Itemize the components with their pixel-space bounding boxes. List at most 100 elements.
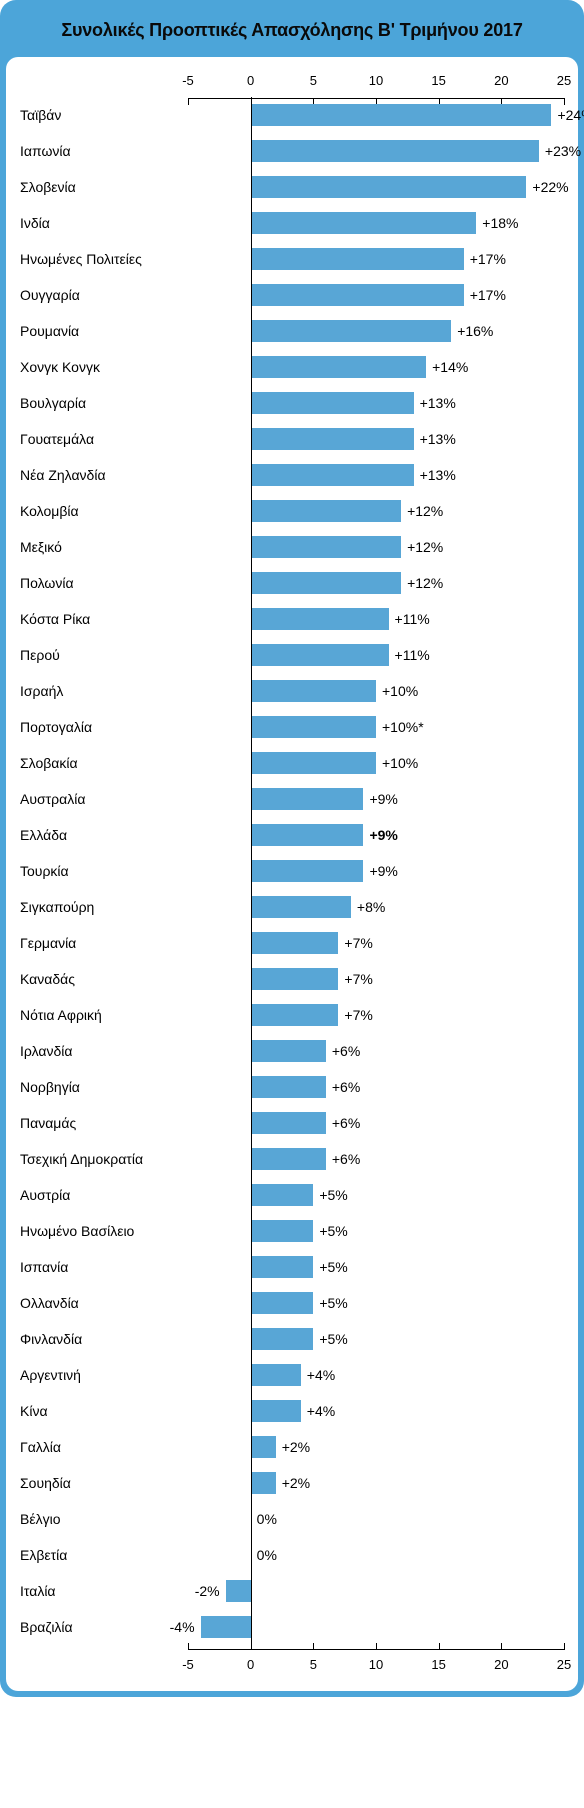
bar — [251, 1256, 314, 1278]
x-axis-top: -50510152025 — [20, 75, 564, 97]
bar — [251, 968, 339, 990]
axis-tick-label: 15 — [431, 1657, 445, 1672]
bar-row: Ιρλανδία+6% — [20, 1033, 564, 1069]
country-label: Αυστρία — [20, 1187, 188, 1203]
bar-row: Περού+11% — [20, 637, 564, 673]
bar-area: +18% — [188, 205, 564, 241]
country-label: Ινδία — [20, 215, 188, 231]
country-label: Ολλανδία — [20, 1295, 188, 1311]
bar-row: Φινλανδία+5% — [20, 1321, 564, 1357]
bar — [251, 572, 401, 594]
bar — [251, 536, 401, 558]
bar-area: +5% — [188, 1177, 564, 1213]
bar-row: Ισραήλ +10% — [20, 673, 564, 709]
chart-panel: -50510152025 Ταϊβάν+24%Ιαπωνία+23%Σλοβεν… — [6, 57, 578, 1691]
bar-row: Παναμάς+6% — [20, 1105, 564, 1141]
value-label: +9% — [369, 863, 397, 879]
country-label: Τουρκία — [20, 863, 188, 879]
bar — [251, 896, 351, 918]
value-label: +9% — [369, 827, 397, 843]
bar — [201, 1616, 251, 1638]
value-label: 0% — [257, 1547, 277, 1563]
bar-area: +9% — [188, 853, 564, 889]
tick-mark — [439, 1643, 440, 1650]
bar — [251, 1004, 339, 1026]
bar-area: +10% — [188, 745, 564, 781]
title-bar: Συνολικές Προοπτικές Απασχόλησης Β' Τριμ… — [6, 6, 578, 57]
bar-area: +13% — [188, 421, 564, 457]
bar-area: +6% — [188, 1033, 564, 1069]
bar-row: Ουγγαρία+17% — [20, 277, 564, 313]
bar-area: +24% — [188, 97, 564, 133]
bar-row: Καναδάς +7% — [20, 961, 564, 997]
bar — [251, 1328, 314, 1350]
bar — [251, 716, 376, 738]
country-label: Καναδάς — [20, 971, 188, 987]
bar-area: +11% — [188, 601, 564, 637]
bar — [251, 1148, 326, 1170]
bar — [251, 1076, 326, 1098]
bar-row: Αυστραλία+9% — [20, 781, 564, 817]
bar-area: +9% — [188, 817, 564, 853]
bar — [251, 212, 477, 234]
bar-row: Ιταλία-2% — [20, 1573, 564, 1609]
bar-row: Τουρκία +9% — [20, 853, 564, 889]
value-label: +14% — [432, 359, 468, 375]
value-label: 0% — [257, 1511, 277, 1527]
bar — [251, 104, 552, 126]
bar-row: Σλοβακία+10% — [20, 745, 564, 781]
bar-area: +7% — [188, 925, 564, 961]
bar-row: Γερμανία+7% — [20, 925, 564, 961]
bar-row: Ταϊβάν+24% — [20, 97, 564, 133]
bar — [251, 680, 376, 702]
country-label: Σλοβακία — [20, 755, 188, 771]
country-label: Βουλγαρία — [20, 395, 188, 411]
value-label: +5% — [319, 1187, 347, 1203]
bar — [251, 284, 464, 306]
axis-tick-label: -5 — [182, 73, 194, 88]
bar — [251, 1220, 314, 1242]
value-label: +4% — [307, 1403, 335, 1419]
value-label: +6% — [332, 1151, 360, 1167]
country-label: Γαλλία — [20, 1439, 188, 1455]
bar-row: Σλοβενία+22% — [20, 169, 564, 205]
country-label: Ρουμανία — [20, 323, 188, 339]
tick-mark — [564, 1643, 565, 1650]
value-label: +17% — [470, 251, 506, 267]
bar — [251, 1040, 326, 1062]
bar — [251, 1364, 301, 1386]
value-label: +12% — [407, 539, 443, 555]
country-label: Ελλάδα — [20, 827, 188, 843]
value-label: +11% — [395, 647, 430, 663]
bar-row: Γαλλία +2% — [20, 1429, 564, 1465]
bar-area: +11% — [188, 637, 564, 673]
x-axis-bottom-labels: -50510152025 — [188, 1651, 564, 1673]
bar-row: Βουλγαρία +13% — [20, 385, 564, 421]
bar-row: Κίνα+4% — [20, 1393, 564, 1429]
tick-mark — [376, 1643, 377, 1650]
axis-tick-label: 15 — [431, 73, 445, 88]
bar-row: Πολωνία+12% — [20, 565, 564, 601]
bar — [251, 356, 426, 378]
bar-area: +17% — [188, 241, 564, 277]
bar-row: Κολομβία+12% — [20, 493, 564, 529]
value-label: +10% — [382, 683, 418, 699]
bar — [251, 248, 464, 270]
bar-area: +7% — [188, 961, 564, 997]
country-label: Τσεχική Δημοκρατία — [20, 1151, 188, 1167]
bar-row: Αργεντινή+4% — [20, 1357, 564, 1393]
bar-area: +10% — [188, 673, 564, 709]
value-label: +13% — [420, 395, 456, 411]
bar — [251, 392, 414, 414]
value-label: +2% — [282, 1439, 310, 1455]
bar-area: +4% — [188, 1393, 564, 1429]
value-label: +5% — [319, 1331, 347, 1347]
value-label: +7% — [344, 971, 372, 987]
axis-tick-label: 25 — [557, 73, 571, 88]
bar-area: +4% — [188, 1357, 564, 1393]
bar — [251, 1400, 301, 1422]
bar — [251, 1292, 314, 1314]
axis-tick-label: 20 — [494, 1657, 508, 1672]
bar-row: Χονγκ Κονγκ+14% — [20, 349, 564, 385]
country-label: Ισραήλ — [20, 683, 188, 699]
